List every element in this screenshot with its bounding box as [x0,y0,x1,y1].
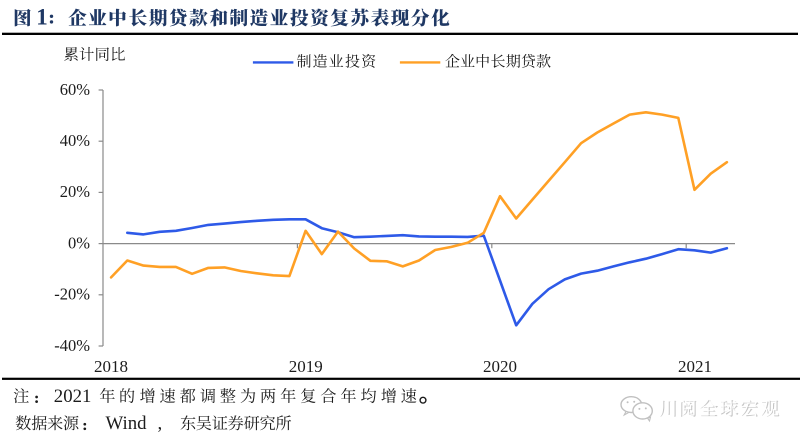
svg-text:2020: 2020 [483,357,517,376]
svg-text:40%: 40% [60,131,91,150]
svg-text:2019: 2019 [289,357,323,376]
svg-text:60%: 60% [60,80,91,99]
svg-text:2021: 2021 [54,386,92,407]
svg-text:1: 1 [36,4,48,29]
svg-text:2021: 2021 [678,357,712,376]
svg-text:,: , [158,413,163,434]
svg-text:-40%: -40% [54,336,90,355]
svg-text:2018: 2018 [94,357,128,376]
svg-text:20%: 20% [60,182,91,201]
svg-text:0%: 0% [68,233,90,252]
svg-text:-20%: -20% [54,285,90,304]
svg-text:Wind: Wind [106,413,148,434]
